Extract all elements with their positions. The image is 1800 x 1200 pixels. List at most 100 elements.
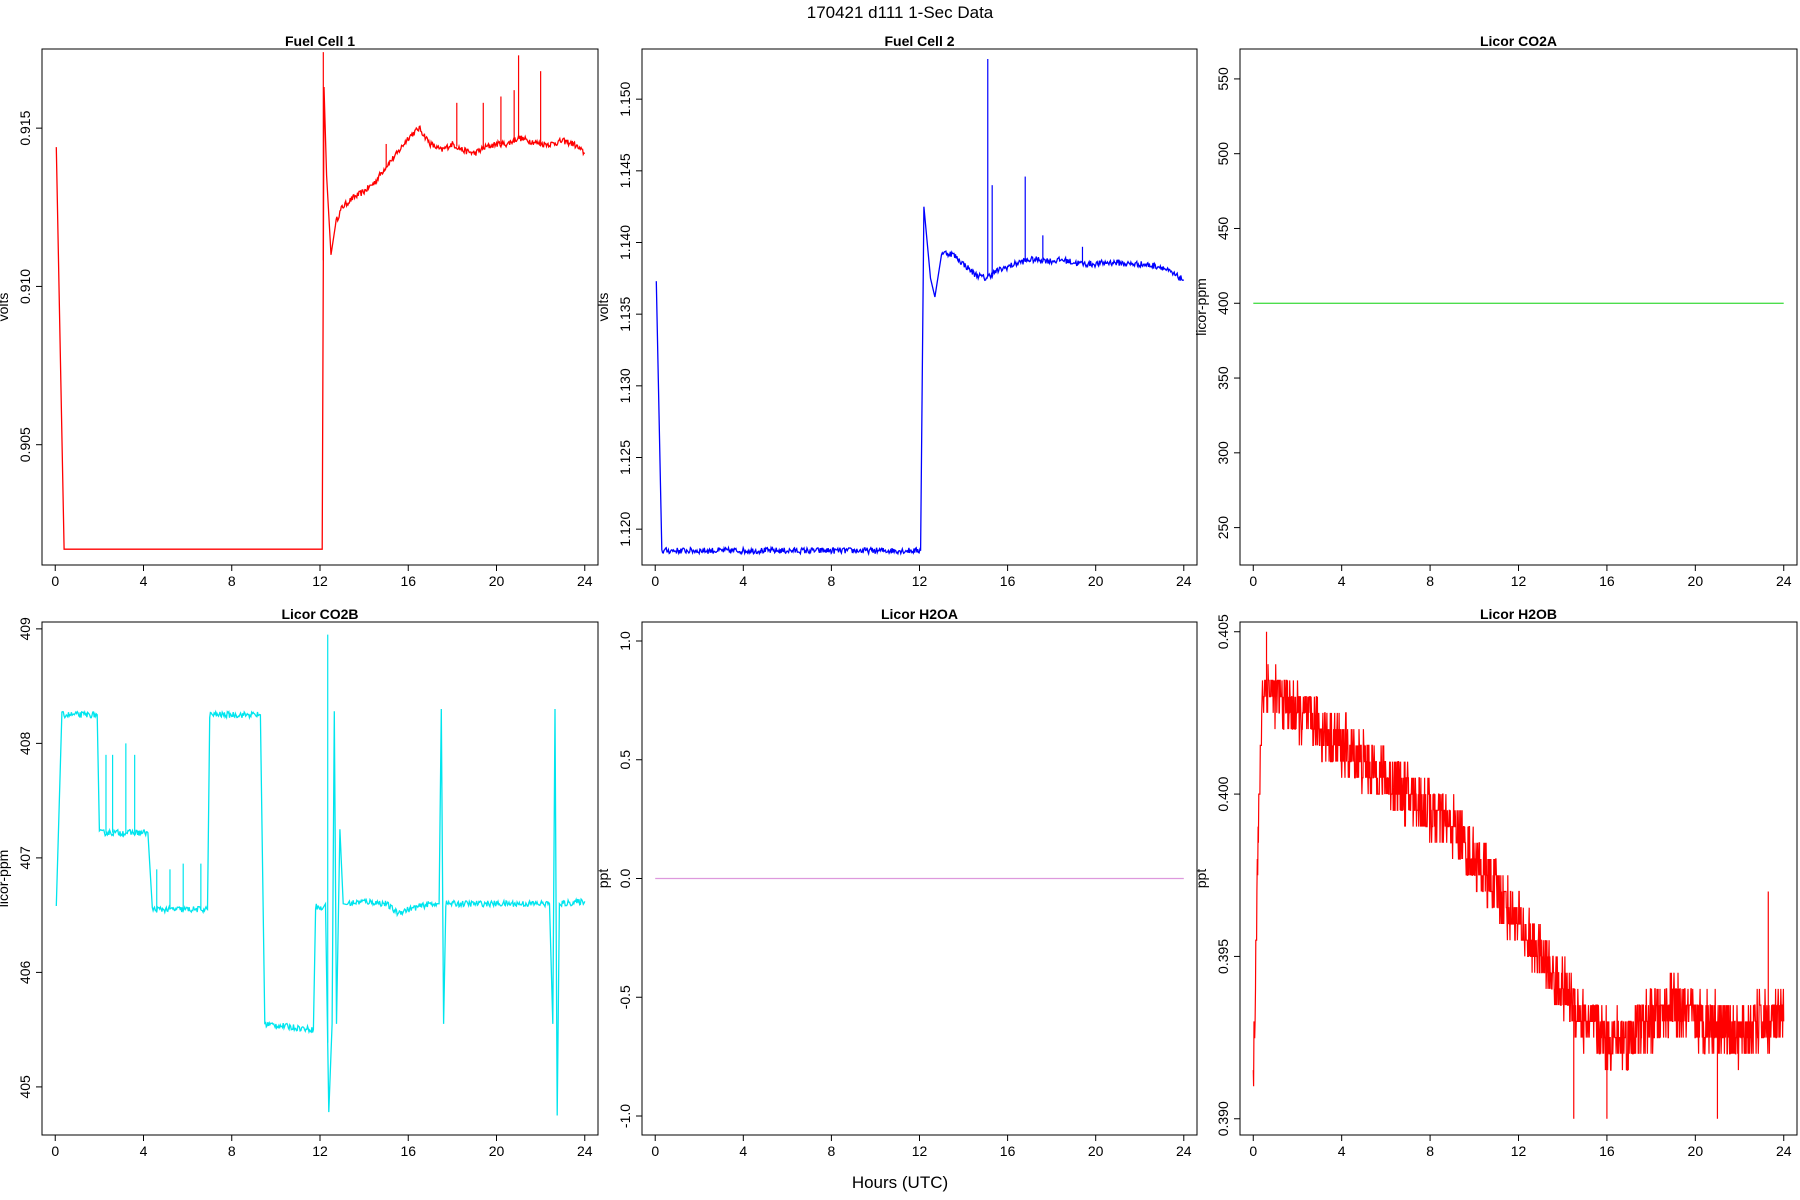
x-tick-label: 4 (140, 1143, 148, 1159)
y-tick-label: 1.0 (617, 631, 633, 651)
panel-title: Fuel Cell 1 (285, 33, 355, 49)
x-tick-label: 16 (1000, 1143, 1016, 1159)
panel-1: Fuel Cell 1 volts 0 4 8 12 16 20 24 0.905 0.910 0.9… (0, 33, 599, 589)
x-tick-label: 8 (1426, 1143, 1434, 1159)
y-tick-label: 405 (17, 1075, 33, 1099)
y-tick-label: 0.400 (1215, 776, 1231, 811)
plot-frame (41, 621, 599, 1136)
x-tick-label: 4 (739, 573, 747, 589)
y-tick-label: -0.5 (617, 985, 633, 1009)
panel-title: Licor H2OB (1480, 606, 1557, 622)
y-tick-label: 0.395 (1215, 939, 1231, 974)
y-tick-label: 1.130 (617, 368, 633, 403)
x-tick-label: 16 (1599, 573, 1615, 589)
y-tick-label: 0.5 (617, 750, 633, 770)
x-tick-label: 20 (1688, 573, 1704, 589)
x-tick-label: 16 (1599, 1143, 1615, 1159)
x-tick-label: 20 (489, 573, 505, 589)
x-tick-label: 16 (400, 573, 416, 589)
y-tick-label: 1.125 (617, 440, 633, 475)
panel-title: Licor CO2B (281, 606, 358, 622)
x-tick-label: 4 (140, 573, 148, 589)
y-tick-label: -1.0 (617, 1104, 633, 1128)
y-tick-label: 408 (17, 731, 33, 755)
x-tick-label: 0 (51, 1143, 59, 1159)
figure-title: 170421 d111 1-Sec Data (807, 3, 994, 22)
x-tick-label: 0 (1249, 573, 1257, 589)
panel-2: Fuel Cell 2 volts 0 4 8 12 16 20 24 1.120 1.125 1.1… (595, 33, 1198, 589)
plot-frame (1239, 621, 1798, 1136)
y-tick-label: 1.135 (617, 296, 633, 331)
x-tick-label: 0 (1249, 1143, 1257, 1159)
x-tick-label: 12 (312, 573, 328, 589)
x-tick-label: 8 (228, 1143, 236, 1159)
x-tick-label: 8 (1426, 573, 1434, 589)
x-tick-label: 12 (312, 1143, 328, 1159)
x-tick-label: 4 (739, 1143, 747, 1159)
y-tick-label: 409 (17, 617, 33, 641)
y-tick-label: 400 (1215, 291, 1231, 315)
x-tick-label: 0 (51, 573, 59, 589)
x-tick-label: 16 (1000, 573, 1016, 589)
y-tick-label: 0.910 (17, 269, 33, 304)
x-tick-label: 20 (1088, 1143, 1104, 1159)
y-tick-label: 407 (17, 846, 33, 870)
y-axis-label: licor-ppm (1193, 278, 1209, 336)
x-tick-label: 8 (828, 1143, 836, 1159)
x-tick-label: 4 (1338, 573, 1346, 589)
y-tick-label: 450 (1215, 217, 1231, 241)
x-tick-label: 24 (577, 573, 593, 589)
panel-5: Licor H2OA ppt 0 4 8 12 16 20 24 -1.0 -0.5 0.0 0.5 1.… (595, 606, 1198, 1159)
y-tick-label: 0.405 (1215, 614, 1231, 649)
y-tick-label: 0.390 (1215, 1101, 1231, 1136)
y-tick-label: 1.140 (617, 225, 633, 260)
x-tick-label: 4 (1338, 1143, 1346, 1159)
x-tick-label: 8 (828, 573, 836, 589)
panels: Fuel Cell 1 volts 0 4 8 12 16 20 24 0.905 0.910 0.9… (0, 33, 1798, 1159)
x-tick-label: 12 (1511, 573, 1527, 589)
x-tick-label: 0 (651, 1143, 659, 1159)
x-tick-label: 12 (912, 573, 928, 589)
x-tick-label: 8 (228, 573, 236, 589)
panel-title: Licor CO2A (1480, 33, 1557, 49)
y-tick-label: 0.905 (17, 427, 33, 462)
panel-title: Fuel Cell 2 (884, 33, 954, 49)
y-axis-label: ppt (595, 869, 611, 889)
y-tick-label: 1.120 (617, 511, 633, 546)
y-tick-label: 1.145 (617, 153, 633, 188)
y-axis-label: volts (595, 293, 611, 322)
y-tick-label: 300 (1215, 441, 1231, 465)
y-tick-label: 500 (1215, 142, 1231, 166)
x-tick-label: 16 (400, 1143, 416, 1159)
y-tick-label: 406 (17, 961, 33, 985)
x-tick-label: 24 (1776, 1143, 1792, 1159)
x-tick-label: 24 (1176, 573, 1192, 589)
y-tick-label: 550 (1215, 67, 1231, 91)
y-axis-label: licor-ppm (0, 850, 11, 908)
y-tick-label: 250 (1215, 516, 1231, 540)
x-tick-label: 20 (489, 1143, 505, 1159)
panel-title: Licor H2OA (881, 606, 958, 622)
x-tick-label: 12 (912, 1143, 928, 1159)
y-tick-label: 350 (1215, 366, 1231, 390)
figure-xlabel: Hours (UTC) (852, 1173, 948, 1192)
x-tick-label: 20 (1088, 573, 1104, 589)
y-tick-label: 0.915 (17, 110, 33, 145)
x-tick-label: 0 (651, 573, 659, 589)
x-tick-label: 24 (577, 1143, 593, 1159)
series-line (655, 206, 1185, 557)
series-line (55, 708, 586, 1116)
x-tick-label: 24 (1776, 573, 1792, 589)
series-line (1252, 664, 1785, 1087)
y-axis-label: ppt (1193, 869, 1209, 889)
panel-4: Licor CO2B licor-ppm 0 4 8 12 16 20 24 405 406 407 4… (0, 606, 599, 1159)
x-tick-label: 20 (1688, 1143, 1704, 1159)
panel-6: Licor H2OB ppt 0 4 8 12 16 20 24 0.390 0.395 0.400 0… (1193, 606, 1798, 1159)
x-tick-label: 12 (1511, 1143, 1527, 1159)
y-axis-label: volts (0, 293, 11, 322)
series-line (55, 86, 586, 550)
plot-frame (1239, 48, 1798, 566)
plot-frame (641, 48, 1198, 566)
x-tick-label: 24 (1176, 1143, 1192, 1159)
